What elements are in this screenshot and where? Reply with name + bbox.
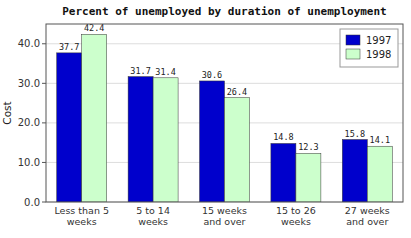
data-label: 37.7 [59, 42, 79, 52]
data-label: 14.8 [273, 132, 293, 142]
y-tick-label: 30.0 [18, 78, 40, 89]
y-tick [42, 202, 46, 203]
x-tick-label: 15 to 26weeks [276, 205, 316, 227]
title: Percent of unemployed by duration of une… [62, 5, 387, 18]
y-tick [42, 162, 46, 163]
x-tick-label: 5 to 14weeks [136, 205, 170, 227]
data-label: 12.3 [298, 142, 318, 152]
data-label: 42.4 [84, 23, 104, 33]
legend-swatch [346, 49, 360, 59]
bar [342, 140, 367, 202]
y-tick-label: 0.0 [24, 197, 40, 208]
data-label: 15.8 [345, 129, 365, 139]
bar [225, 98, 250, 202]
data-label: 30.6 [202, 70, 222, 80]
y-tick-label: 10.0 [18, 157, 40, 168]
chart: 0.0 10.0 20.0 30.0 40.0 37.7 31.7 30.6 14.8 15.8 4… [0, 0, 411, 238]
y-tick-label: 40.0 [18, 38, 40, 49]
y-tick [42, 122, 46, 123]
x-tick-label: Less than 5weeks [54, 205, 109, 227]
x-tick-label: 27 weeksand over [345, 205, 390, 227]
bar [367, 146, 392, 202]
bar [296, 153, 321, 202]
data-label: 14.1 [370, 135, 390, 145]
bar [200, 81, 225, 202]
bar [82, 34, 107, 202]
legend: 1997 1998 [340, 29, 398, 67]
bar [57, 53, 82, 202]
bar [271, 143, 296, 202]
legend-label: 1997 [366, 35, 391, 46]
bar [128, 77, 153, 202]
x-tick-label: 15 weeksand over [202, 205, 247, 227]
legend-label: 1998 [366, 49, 391, 60]
data-label: 31.7 [130, 66, 150, 76]
plot-frame [46, 24, 403, 202]
legend-box [340, 29, 398, 67]
data-label: 31.4 [155, 67, 175, 77]
legend-swatch [346, 35, 360, 45]
data-label: 26.4 [227, 87, 247, 97]
y-tick [42, 83, 46, 84]
y-axis-label: Cost [1, 101, 13, 124]
y-tick-label: 20.0 [18, 117, 40, 128]
y-tick [42, 43, 46, 44]
bar [153, 78, 178, 202]
